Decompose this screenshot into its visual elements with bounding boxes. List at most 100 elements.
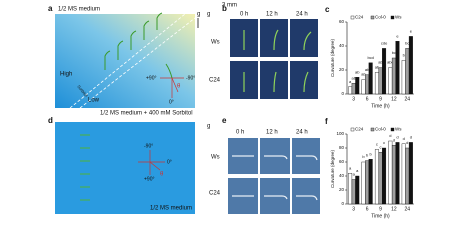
significance-letter: ab — [365, 67, 370, 72]
x-tick-label: 24 — [405, 96, 411, 102]
bar — [405, 48, 410, 95]
bar — [355, 175, 360, 205]
x-tick-label: 6 — [366, 206, 369, 212]
significance-letter: abc — [387, 60, 393, 65]
row-header: C24 — [209, 191, 221, 197]
bar — [374, 72, 379, 95]
bar — [408, 142, 413, 205]
bar — [365, 160, 370, 205]
bar — [395, 41, 400, 95]
gravity: g — [197, 12, 200, 18]
x-axis-label: Time (h) — [371, 103, 390, 109]
bottom-text: 1/2 MS medium + 400 mM Sorbitol — [100, 111, 193, 117]
row-header: Ws — [211, 155, 220, 161]
bar — [355, 76, 360, 95]
y-tick-label: 20 — [339, 187, 345, 192]
legend-swatch — [350, 15, 355, 20]
legend-label: Ws — [395, 15, 402, 20]
bar — [378, 67, 383, 95]
gravity: g — [207, 12, 210, 18]
medium-plate — [55, 122, 195, 214]
figure: a 1/2 MS medium 3 mm High Low Sorbitol g… — [48, 3, 414, 219]
bar — [401, 60, 406, 95]
legend-label: Ws — [395, 127, 402, 132]
significance-letter: e — [396, 33, 399, 38]
panel-label: a — [48, 4, 53, 13]
panel-label: b — [222, 4, 227, 13]
significance-letter: d — [406, 140, 408, 145]
bar — [374, 149, 379, 205]
significance-letter: a — [349, 79, 352, 84]
theta: θ — [177, 84, 181, 90]
bar — [395, 142, 400, 205]
significance-letter: b — [366, 153, 369, 158]
legend-swatch — [390, 15, 395, 20]
significance-letter: cde — [381, 40, 388, 45]
legend-label: Col-0 — [375, 127, 386, 132]
top-text: 1/2 MS medium — [58, 7, 100, 13]
significance-letter: b — [370, 151, 373, 156]
seedling — [165, 63, 173, 79]
x-tick-label: 9 — [379, 206, 382, 212]
angle-diagram — [138, 150, 165, 175]
bar — [405, 147, 410, 205]
significance-letter: ab — [351, 75, 356, 80]
bar — [391, 144, 396, 205]
x-tick-label: 3 — [352, 96, 355, 102]
y-tick-label: 40 — [339, 173, 345, 178]
x-tick-label: 3 — [352, 206, 355, 212]
significance-letter: d — [410, 134, 412, 139]
panel-label: c — [325, 5, 330, 14]
legend-swatch — [370, 15, 375, 20]
significance-letter: ab — [375, 64, 380, 69]
bar — [348, 172, 353, 205]
significance-letter: b — [403, 52, 406, 57]
angle-label: 0° — [167, 159, 172, 165]
significance-letter: bc — [392, 50, 396, 55]
legend-label: C24 — [355, 127, 364, 132]
bar — [388, 140, 393, 205]
panel-label: d — [48, 116, 53, 125]
significance-letter: ab — [361, 72, 366, 77]
column-header: 12 h — [266, 12, 278, 18]
column-header: 0 h — [240, 12, 248, 18]
x-tick-label: 12 — [391, 96, 397, 102]
y-tick-label: 60 — [339, 19, 345, 24]
significance-letter: ab — [378, 60, 383, 65]
low-label: Low — [88, 98, 100, 104]
angle-label: 0° — [169, 99, 174, 105]
significance-letter: d — [389, 133, 391, 138]
bar — [365, 74, 370, 95]
significance-letter: a — [353, 172, 356, 177]
x-tick-label: 24 — [405, 206, 411, 212]
significance-letter: d — [393, 137, 395, 142]
bar — [408, 36, 413, 95]
legend-swatch — [390, 127, 395, 132]
y-tick-label: 0 — [341, 201, 344, 206]
legend-swatch — [350, 127, 355, 132]
significance-letter: c — [376, 141, 378, 146]
y-tick-label: 20 — [339, 67, 345, 72]
theta: θ — [160, 172, 164, 178]
boundary — [79, 17, 196, 109]
legend-label: Col-0 — [375, 15, 386, 20]
x-tick-label: 12 — [391, 206, 397, 212]
significance-letter: b — [362, 154, 365, 159]
high-label: High — [60, 72, 72, 78]
y-tick-label: 0 — [341, 91, 344, 96]
bottom-text: 1/2 MS medium — [150, 206, 192, 212]
bar — [391, 57, 396, 95]
medium-plate — [55, 14, 195, 108]
y-tick-label: 100 — [336, 131, 344, 136]
bar — [382, 147, 387, 205]
significance-letter: d — [403, 136, 405, 141]
significance-letter: a — [349, 165, 352, 170]
legend-label: C24 — [355, 15, 364, 20]
y-tick-label: 40 — [339, 43, 345, 48]
significance-letter: e — [410, 28, 413, 33]
seedlings — [80, 134, 90, 201]
column-header: 24 h — [296, 12, 308, 18]
photos — [230, 19, 318, 99]
panel-label: e — [222, 116, 227, 125]
bar — [401, 143, 406, 205]
